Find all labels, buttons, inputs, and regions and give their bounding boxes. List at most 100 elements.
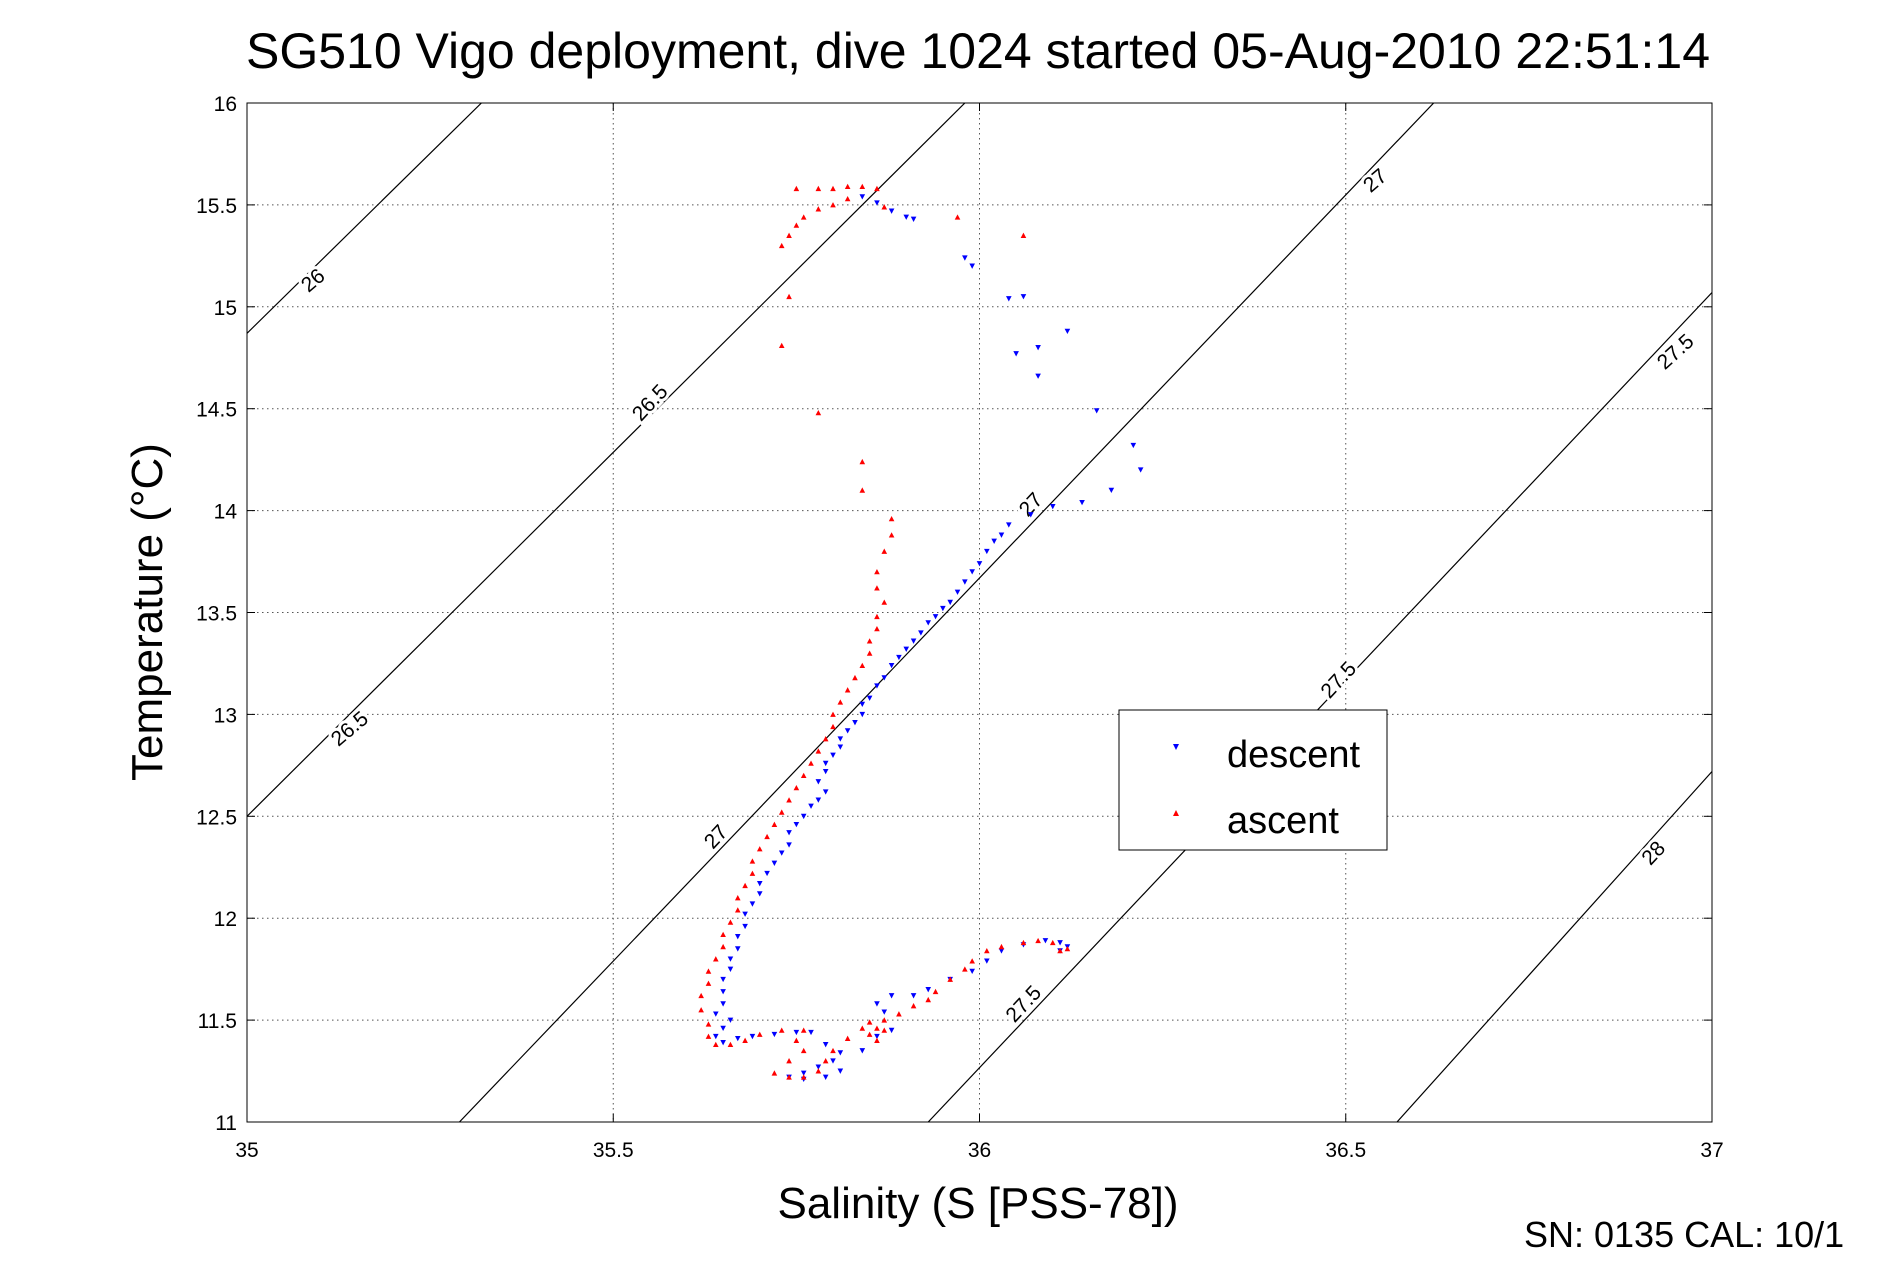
descent-point: [822, 768, 829, 775]
y-tick-label: 16: [214, 93, 237, 116]
descent-point: [932, 614, 939, 620]
ascent-point: [749, 858, 756, 864]
descent-point: [1042, 938, 1049, 944]
descent-point: [962, 579, 968, 585]
descent-point: [903, 214, 910, 220]
density-contour-line: [927, 292, 1712, 1122]
descent-point: [734, 934, 741, 940]
ascent-point: [800, 214, 807, 220]
descent-point: [881, 675, 888, 681]
ascent-point: [815, 1068, 822, 1074]
ascent-point: [713, 956, 719, 962]
ascent-point: [852, 674, 858, 681]
ascent-point: [808, 760, 814, 766]
x-tick-label: 35: [235, 1139, 258, 1162]
ascent-point: [859, 458, 866, 465]
density-contour-label: 26: [297, 264, 330, 297]
ascent-point: [786, 797, 792, 803]
x-tick-label: 36: [968, 1139, 991, 1162]
footer-serial-calibration: SN: 0135 CAL: 10/1: [1524, 1214, 1844, 1255]
descent-point: [720, 1001, 726, 1007]
y-tick-label: 15.5: [196, 195, 237, 218]
descent-point: [742, 923, 748, 930]
descent-point: [822, 789, 829, 795]
descent-point: [1049, 504, 1056, 510]
descent-point: [859, 194, 866, 200]
y-tick-label: 13: [214, 704, 237, 727]
y-tick-label: 12: [214, 908, 237, 931]
descent-point: [793, 821, 800, 828]
ascent-point: [727, 1041, 734, 1048]
descent-point: [859, 711, 866, 718]
y-tick-labels: 11 11.5 12 12.5 13 13.5 14 14.5 15 15.5 16: [196, 93, 237, 1135]
density-contours: [247, 103, 1712, 1122]
ascent-point: [698, 1007, 704, 1013]
descent-point: [903, 646, 910, 652]
ascent-point: [844, 1035, 851, 1041]
density-contour-label: 27: [700, 821, 733, 854]
descent-point: [720, 976, 726, 983]
descent-point: [771, 860, 778, 866]
ascent-point: [881, 548, 888, 554]
descent-point: [874, 1001, 880, 1007]
descent-point: [749, 901, 756, 907]
descent-point: [749, 1033, 756, 1040]
descent-point: [910, 638, 917, 644]
descent-point: [896, 654, 902, 661]
y-tick-label: 11.5: [198, 1010, 237, 1033]
ascent-point: [844, 183, 851, 190]
descent-point: [1137, 467, 1144, 473]
ascent-point: [881, 1027, 888, 1033]
ascent-point: [830, 723, 836, 730]
ascent-point: [742, 882, 748, 889]
ascent-point: [793, 185, 800, 192]
ascent-point: [874, 585, 880, 591]
ascent-point: [947, 976, 953, 982]
descent-point: [815, 797, 822, 803]
descent-point: [837, 1068, 844, 1074]
ascent-point: [771, 1070, 778, 1076]
density-contour-label: 27: [1359, 165, 1392, 198]
ascent-point: [778, 242, 785, 249]
chart-title: SG510 Vigo deployment, dive 1024 started…: [246, 23, 1710, 79]
descent-point: [984, 958, 990, 964]
axis-ticks: [246, 102, 1713, 1123]
descent-point: [1013, 351, 1019, 357]
ascent-point: [815, 206, 822, 212]
legend-box: [1118, 709, 1388, 851]
descent-point: [1027, 512, 1034, 518]
descent-point: [925, 620, 932, 626]
descent-point: [837, 736, 844, 742]
descent-point: [822, 760, 829, 767]
density-contour-label: 27.5: [1653, 330, 1699, 374]
ascent-point: [881, 204, 888, 210]
ascent-point: [844, 195, 851, 202]
ascent-point: [705, 1033, 712, 1039]
ascent-point: [793, 222, 800, 228]
ascent-point: [734, 895, 741, 901]
density-contour-label: 26.5: [628, 380, 673, 426]
descent-point: [998, 948, 1005, 954]
legend-marker-descent: [1173, 744, 1179, 750]
legend-marker-ascent: [1173, 810, 1179, 816]
descent-point: [1130, 442, 1137, 449]
descent-point: [786, 830, 792, 836]
ascent-point: [800, 1047, 807, 1054]
descent-point: [1006, 522, 1012, 528]
descent-point: [859, 701, 866, 708]
ascent-point: [874, 613, 880, 620]
descent-point: [874, 1033, 880, 1040]
x-tick-label: 35.5: [593, 1139, 634, 1162]
ascent-point: [793, 784, 800, 791]
descent-point: [727, 956, 734, 962]
ascent-point: [698, 992, 704, 999]
x-axis-label: Salinity (S [PSS-78]): [777, 1179, 1178, 1228]
descent-point: [984, 548, 990, 555]
descent-point: [874, 200, 880, 206]
ascent-point: [778, 342, 785, 349]
descent-point: [808, 803, 814, 809]
ascent-point: [800, 1027, 807, 1033]
descent-point: [888, 662, 895, 669]
legend-label-descent: descent: [1227, 734, 1361, 776]
